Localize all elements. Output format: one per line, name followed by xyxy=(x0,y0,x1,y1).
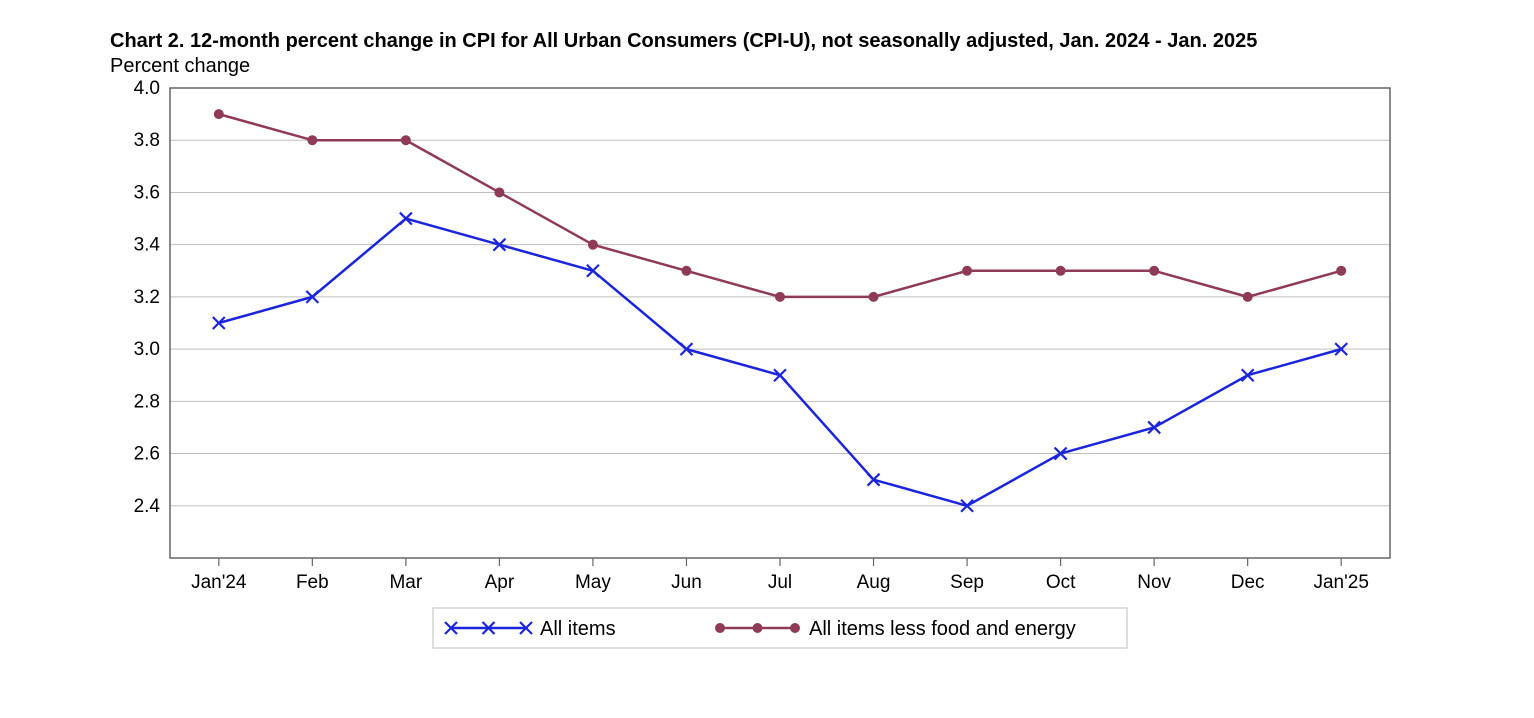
y-tick-label: 4.0 xyxy=(134,78,160,99)
x-tick-label: Feb xyxy=(296,572,329,593)
x-tick-label: Aug xyxy=(857,572,891,593)
x-tick-label: Sep xyxy=(950,572,984,593)
legend-label: All items xyxy=(540,618,616,640)
chart-title: Chart 2. 12-month percent change in CPI … xyxy=(110,30,1424,53)
data-point xyxy=(776,292,785,301)
data-point xyxy=(308,136,317,145)
data-point xyxy=(963,266,972,275)
y-tick-label: 3.4 xyxy=(134,235,161,256)
x-tick-label: May xyxy=(575,572,611,593)
data-point xyxy=(214,110,223,119)
x-tick-label: Oct xyxy=(1046,572,1076,593)
data-point xyxy=(869,292,878,301)
legend-label: All items less food and energy xyxy=(809,618,1076,640)
x-tick-label: Apr xyxy=(485,572,515,593)
data-point xyxy=(1056,266,1065,275)
data-point xyxy=(716,624,725,633)
x-tick-label: Dec xyxy=(1231,572,1265,593)
y-tick-label: 3.2 xyxy=(134,287,160,308)
data-point xyxy=(588,240,597,249)
y-tick-label: 3.0 xyxy=(134,339,160,360)
data-point xyxy=(1243,292,1252,301)
data-point xyxy=(401,136,410,145)
x-tick-label: Nov xyxy=(1137,572,1171,593)
data-point xyxy=(682,266,691,275)
y-tick-label: 3.8 xyxy=(134,130,160,151)
y-tick-label: 2.8 xyxy=(134,391,160,412)
data-point xyxy=(791,624,800,633)
x-tick-label: Jan'25 xyxy=(1313,572,1368,593)
data-point xyxy=(753,624,762,633)
legend: All items All items less food and energy xyxy=(433,608,1127,648)
x-tick-label: Jun xyxy=(671,572,702,593)
x-tick-label: Jan'24 xyxy=(191,572,247,593)
data-point xyxy=(495,188,504,197)
line-chart: 2.4 2.6 2.8 3.0 3.2 3.4 3.6 3.8 4.0 Jan'24 Feb Mar A… xyxy=(110,78,1424,678)
y-tick-label: 2.6 xyxy=(134,444,160,465)
data-point xyxy=(1337,266,1346,275)
y-tick-label: 3.6 xyxy=(134,182,160,203)
x-tick-label: Mar xyxy=(389,572,422,593)
x-tick-label: Jul xyxy=(768,572,792,593)
data-point xyxy=(1150,266,1159,275)
chart-area: 2.4 2.6 2.8 3.0 3.2 3.4 3.6 3.8 4.0 Jan'24 Feb Mar A… xyxy=(110,78,1424,678)
y-axis-title: Percent change xyxy=(110,55,1424,78)
y-tick-label: 2.4 xyxy=(134,496,161,517)
